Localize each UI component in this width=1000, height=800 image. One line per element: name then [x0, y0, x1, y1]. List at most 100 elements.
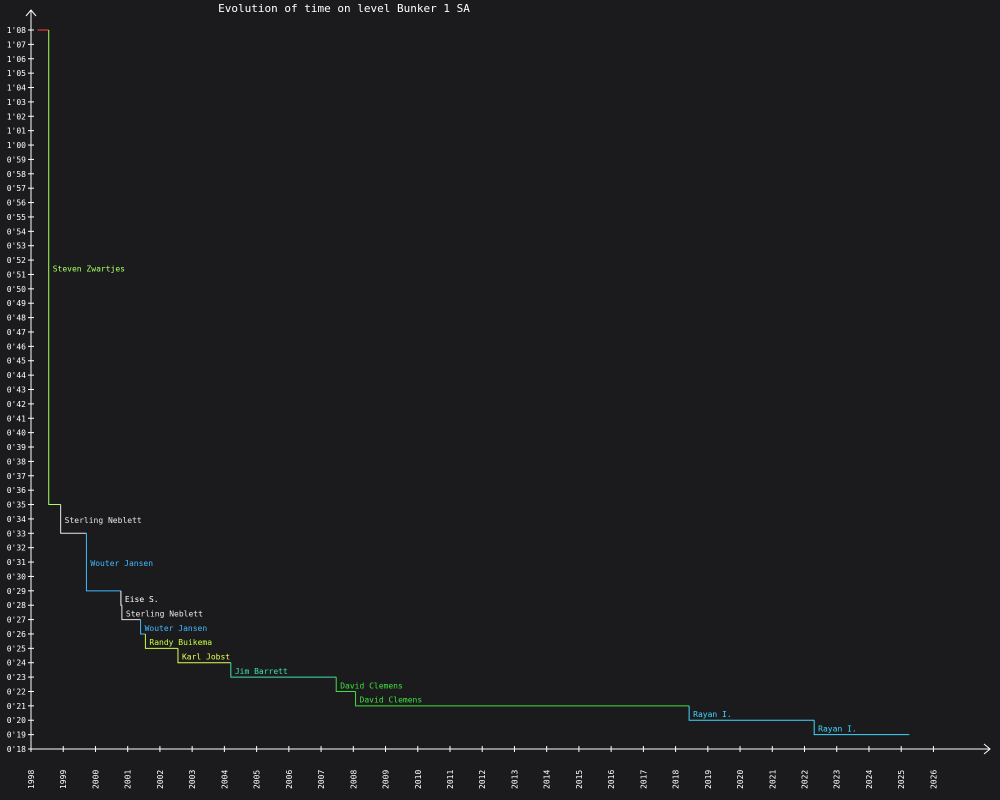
y-tick-label: 0'54 — [7, 227, 26, 236]
y-tick-label: 0'19 — [7, 731, 26, 740]
y-tick-label: 0'47 — [7, 328, 26, 337]
record-step — [177, 648, 231, 664]
y-tick-label: 0'37 — [7, 472, 26, 481]
y-tick-label: 0'24 — [7, 659, 26, 668]
y-tick-label: 0'30 — [7, 572, 26, 581]
y-tick-label: 0'52 — [7, 256, 26, 265]
x-tick-label: 2011 — [446, 770, 455, 789]
y-axis-arrow — [25, 9, 37, 17]
x-axis-arrow — [983, 743, 991, 755]
record-step — [355, 691, 690, 707]
record-step — [335, 677, 356, 692]
y-tick-label: 0'51 — [7, 270, 26, 279]
axes — [25, 9, 991, 755]
y-tick-label: 0'48 — [7, 314, 26, 323]
x-tick-label: 2020 — [736, 770, 745, 789]
x-tick-label: 2022 — [801, 770, 810, 789]
y-tick-label: 0'57 — [7, 184, 26, 193]
x-tick-label: 2021 — [768, 770, 777, 789]
x-tick-label: 2018 — [672, 770, 681, 789]
record-label: Randy Buikema — [149, 638, 212, 647]
x-tick-label: 2009 — [382, 770, 391, 789]
record-step — [48, 30, 61, 506]
x-tick-label: 2015 — [575, 770, 584, 789]
y-tick-label: 0'23 — [7, 673, 26, 682]
y-tick-label: 0'35 — [7, 501, 26, 510]
record-step — [85, 533, 121, 592]
record-label: Wouter Jansen — [90, 559, 153, 568]
x-tick-label: 2024 — [865, 770, 874, 789]
x-tick-label: 1998 — [27, 770, 36, 789]
y-tick-label: 1'08 — [7, 26, 26, 35]
record-step — [120, 590, 122, 606]
record-step — [813, 720, 910, 736]
record-step — [121, 605, 141, 621]
y-tick-label: 0'36 — [7, 486, 26, 495]
record-label: Steven Zwartjes — [53, 264, 125, 273]
x-tick-label: 2012 — [478, 770, 487, 789]
y-tick-label: 0'45 — [7, 357, 26, 366]
x-tick-label: 2013 — [510, 770, 519, 789]
record-step — [60, 504, 87, 534]
x-tick-label: 2016 — [607, 770, 616, 789]
x-tick-label: 2026 — [929, 770, 938, 789]
x-tick-label: 2005 — [253, 770, 262, 789]
record-label: Karl Jobst — [182, 653, 230, 662]
y-tick-label: 0'25 — [7, 644, 26, 653]
record-label: David Clemens — [360, 696, 423, 705]
record-label: Eise S. — [125, 595, 159, 604]
y-tick-label: 0'43 — [7, 386, 26, 395]
y-tick-label: 0'41 — [7, 414, 26, 423]
record-label: Rayan I. — [693, 710, 732, 719]
record-label: David Clemens — [340, 681, 403, 690]
y-tick-label: 0'55 — [7, 213, 26, 222]
x-tick-label: 2000 — [91, 770, 100, 789]
record-label: Sterling Neblett — [126, 609, 203, 618]
x-tick-label: 2004 — [220, 770, 229, 789]
x-tick-label: 2019 — [704, 770, 713, 789]
y-tick-label: 1'03 — [7, 98, 26, 107]
x-tick-label: 2008 — [349, 770, 358, 789]
x-tick-label: 2001 — [124, 770, 133, 789]
y-tick-label: 0'22 — [7, 687, 26, 696]
record-labels: Steven Zwartjes Sterling Neblett Wouter Ja… — [53, 264, 857, 733]
x-tick-label: 2014 — [543, 770, 552, 789]
x-tick-label: 2006 — [285, 770, 294, 789]
y-tick-label: 0'27 — [7, 616, 26, 625]
x-tick-label: 2017 — [639, 770, 648, 789]
y-tick-label: 0'46 — [7, 342, 26, 351]
x-tick-label: 2010 — [414, 770, 423, 789]
x-tick-label: 2003 — [188, 770, 197, 789]
y-tick-label: 0'26 — [7, 630, 26, 639]
y-tick-label: 1'07 — [7, 40, 26, 49]
y-tick-label: 1'06 — [7, 55, 26, 64]
x-tick-label: 1999 — [59, 770, 68, 789]
y-tick-label: 0'53 — [7, 242, 26, 251]
record-step — [230, 662, 337, 678]
record-label: Rayan I. — [818, 724, 857, 733]
record-steps — [37, 29, 910, 736]
y-tick-label: 0'38 — [7, 457, 26, 466]
y-tick-label: 0'42 — [7, 400, 26, 409]
y-tick-label: 0'28 — [7, 601, 26, 610]
y-tick-label: 1'00 — [7, 141, 26, 150]
y-tick-label: 1'02 — [7, 112, 26, 121]
x-axis-ticks: 1998 1999 2000 2001 2002 2003 2004 2005 2006 2007… — [27, 746, 938, 789]
y-tick-label: 0'29 — [7, 587, 26, 596]
y-tick-label: 0'58 — [7, 170, 26, 179]
y-tick-label: 0'44 — [7, 371, 26, 380]
y-tick-label: 0'33 — [7, 529, 26, 538]
y-tick-label: 0'59 — [7, 155, 26, 164]
record-step — [144, 633, 178, 649]
y-tick-label: 1'05 — [7, 69, 26, 78]
y-tick-label: 0'50 — [7, 285, 26, 294]
y-tick-label: 0'20 — [7, 716, 26, 725]
y-tick-label: 0'56 — [7, 199, 26, 208]
y-tick-label: 0'49 — [7, 299, 26, 308]
y-tick-label: 0'34 — [7, 515, 26, 524]
chart-title: Evolution of time on level Bunker 1 SA — [218, 2, 470, 15]
record-label: Sterling Neblett — [65, 516, 142, 525]
y-tick-label: 0'39 — [7, 443, 26, 452]
